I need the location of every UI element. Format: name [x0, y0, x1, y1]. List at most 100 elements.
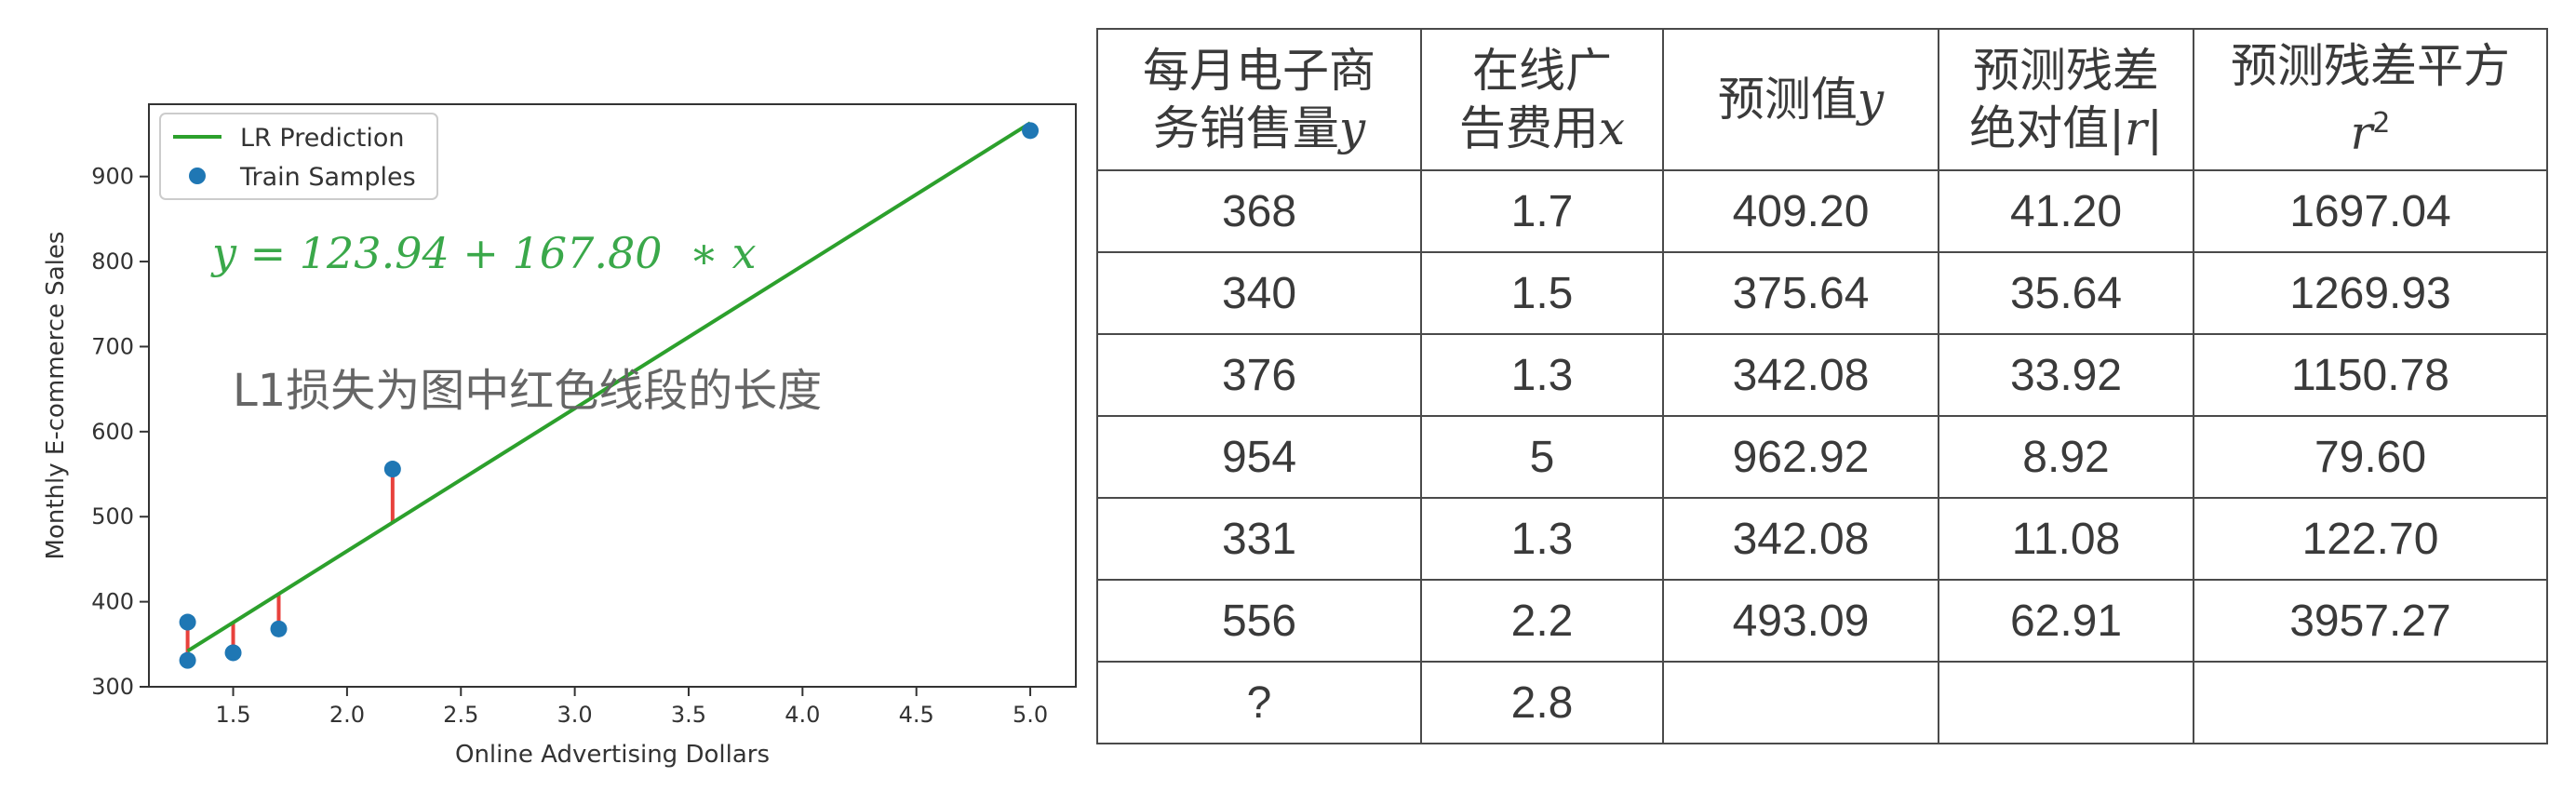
table-cell-highlight: 3957.27 — [2193, 579, 2548, 663]
header-text: 预测残差平方 — [2231, 39, 2510, 94]
legend-item-train-samples: Train Samples — [239, 163, 416, 192]
header-math-symbol: r — [2125, 101, 2147, 155]
table-cell: 962.92 — [1662, 415, 1939, 499]
x-tick-label: 4.5 — [899, 702, 934, 728]
table-cell-highlight: 62.91 — [1938, 579, 2194, 663]
table-cell: 409.20 — [1662, 169, 1939, 253]
table-cell: 1697.04 — [2193, 169, 2548, 253]
table-row: 954 5 962.92 8.92 79.60 — [1096, 415, 2548, 499]
regression-line-group — [186, 121, 1032, 653]
table-cell: 1.3 — [1420, 333, 1664, 417]
table-cell: 122.70 — [2193, 497, 2548, 581]
scatter-chart: 1.5 2.0 2.5 3.0 3.5 4.0 4.5 5.0 300 400 500 600 700… — [0, 0, 1089, 791]
table-row: 376 1.3 342.08 33.92 1150.78 — [1096, 333, 2548, 417]
x-tick-label: 1.5 — [215, 702, 250, 728]
legend-box — [159, 113, 438, 200]
table-cell: 5 — [1420, 415, 1664, 499]
y-tick-label: 400 — [91, 589, 134, 615]
chart-svg: 1.5 2.0 2.5 3.0 3.5 4.0 4.5 5.0 300 400 500 600 700… — [42, 103, 1077, 769]
table-row: 331 1.3 342.08 11.08 122.70 — [1096, 497, 2548, 581]
table-cell — [2193, 661, 2548, 744]
header-math-symbol: r — [2350, 105, 2373, 160]
table-cell: 1.7 — [1420, 169, 1664, 253]
header-abs-residual: 预测残差 绝对值|r| — [1938, 28, 2194, 171]
data-point — [179, 651, 196, 669]
train-sample-points — [179, 122, 1040, 669]
header-monthly-sales: 每月电子商 务销售量y — [1096, 28, 1422, 171]
table-cell: 368 — [1096, 169, 1422, 253]
header-text: 预测值 — [1717, 73, 1858, 127]
table-cell: 493.09 — [1662, 579, 1939, 663]
x-tick-label: 2.0 — [329, 702, 365, 728]
table-header-row: 每月电子商 务销售量y 在线广 告费用x 预测值y 预测残差 绝对值|r| 预测… — [1096, 28, 2548, 171]
table-cell-highlight: ? — [1096, 661, 1422, 744]
equation-label: y = 123.94 + 167.80 ∗ x — [210, 228, 757, 278]
table-cell: 1269.93 — [2193, 251, 2548, 335]
table-cell: 342.08 — [1662, 333, 1939, 417]
table-cell — [1938, 661, 2194, 744]
y-tick-label: 800 — [91, 248, 134, 275]
table-row: 368 1.7 409.20 41.20 1697.04 — [1096, 169, 2548, 253]
table-cell: 331 — [1096, 497, 1422, 581]
table-cell: 33.92 — [1938, 333, 2194, 417]
table-row: ? 2.8 — [1096, 661, 2548, 744]
table-cell: 1.5 — [1420, 251, 1664, 335]
table-cell: 340 — [1096, 251, 1422, 335]
legend-point-swatch — [189, 168, 206, 184]
annotation-text: L1损失为图中红色线段的长度 — [233, 365, 822, 417]
table-cell: 8.92 — [1938, 415, 2194, 499]
table-cell: 79.60 — [2193, 415, 2548, 499]
plot-frame — [148, 103, 1077, 688]
residual-table: 每月电子商 务销售量y 在线广 告费用x 预测值y 预测残差 绝对值|r| 预测… — [1096, 28, 2548, 744]
x-axis-label: Online Advertising Dollars — [455, 741, 770, 769]
header-text: 绝对值| — [1969, 101, 2126, 155]
x-tick-label: 4.0 — [785, 702, 820, 728]
header-predicted: 预测值y — [1662, 28, 1939, 171]
table-cell: 376 — [1096, 333, 1422, 417]
table-cell: 375.64 — [1662, 251, 1939, 335]
regression-line — [186, 121, 1032, 653]
residual-table-container: 每月电子商 务销售量y 在线广 告费用x 预测值y 预测残差 绝对值|r| 预测… — [1096, 28, 2548, 744]
table-cell-highlight: 2.8 — [1420, 661, 1664, 744]
x-axis-ticks: 1.5 2.0 2.5 3.0 3.5 4.0 4.5 5.0 — [215, 687, 1048, 728]
header-text: | — [2146, 101, 2163, 155]
header-math-symbol: y — [1338, 101, 1366, 155]
y-axis-label: Monthly E-commerce Sales — [42, 232, 70, 560]
header-text: 每月电子商 — [1143, 44, 1375, 98]
table-cell: 35.64 — [1938, 251, 2194, 335]
data-point — [383, 461, 401, 478]
table-cell: 2.2 — [1420, 579, 1664, 663]
table-row: 340 1.5 375.64 35.64 1269.93 — [1096, 251, 2548, 335]
table-cell: 954 — [1096, 415, 1422, 499]
data-point — [179, 613, 196, 631]
table-cell: 1150.78 — [2193, 333, 2548, 417]
y-axis-ticks: 300 400 500 600 700 800 900 — [91, 164, 149, 700]
header-squared-residual: 预测残差平方 r2 — [2193, 28, 2548, 171]
y-tick-label: 300 — [91, 674, 134, 700]
header-math-symbol: x — [1598, 101, 1626, 155]
data-point — [224, 644, 242, 662]
y-tick-label: 900 — [91, 164, 134, 190]
x-tick-label: 5.0 — [1013, 702, 1048, 728]
legend-item-lr-prediction: LR Prediction — [240, 124, 405, 153]
y-tick-label: 500 — [91, 503, 134, 530]
table-cell: 1.3 — [1420, 497, 1664, 581]
table-cell — [1662, 661, 1939, 744]
x-tick-label: 3.0 — [557, 702, 593, 728]
data-point — [270, 620, 288, 637]
x-tick-label: 2.5 — [443, 702, 478, 728]
header-text: 预测残差 — [1973, 44, 2159, 98]
header-text: 在线广 — [1472, 44, 1612, 98]
y-tick-label: 700 — [91, 333, 134, 359]
header-superscript: 2 — [2372, 107, 2391, 141]
x-tick-label: 3.5 — [671, 702, 706, 728]
table-cell: 41.20 — [1938, 169, 2194, 253]
table-cell: 342.08 — [1662, 497, 1939, 581]
header-text: 务销售量 — [1152, 101, 1339, 155]
data-point — [1022, 122, 1040, 140]
y-tick-label: 600 — [91, 419, 134, 445]
header-ad-cost: 在线广 告费用x — [1420, 28, 1664, 171]
header-math-symbol: y — [1857, 73, 1885, 127]
legend: LR Prediction Train Samples — [159, 113, 438, 200]
table-cell: 11.08 — [1938, 497, 2194, 581]
